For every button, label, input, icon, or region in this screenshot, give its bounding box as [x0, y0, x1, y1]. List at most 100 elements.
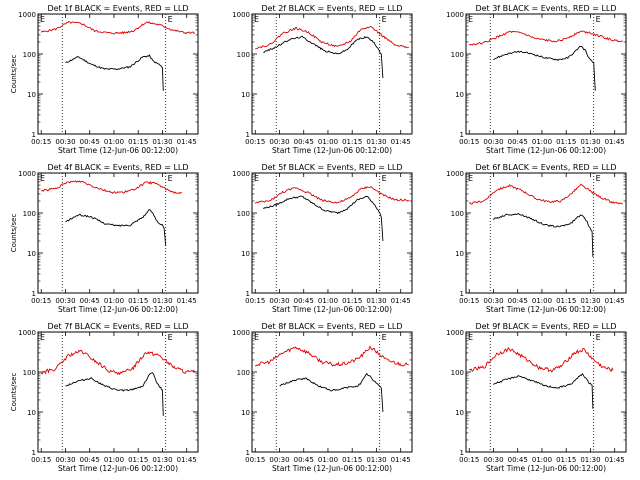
- x-tick-label: 01:00: [532, 456, 552, 464]
- y-tick-label: 10: [241, 250, 250, 258]
- detector-panel-2: Det 2f BLACK = Events, RED = LLD 1 10 100 10…: [232, 4, 413, 155]
- corner-marker-right: E: [382, 333, 387, 342]
- x-tick-label: 00:45: [294, 138, 314, 146]
- x-tick-label: 00:30: [269, 456, 289, 464]
- x-axis-label: Start Time (12-Jun-06 00:12:00): [272, 146, 392, 155]
- x-tick-label: 01:00: [104, 456, 124, 464]
- x-tick-label: 01:15: [342, 138, 362, 146]
- panel-title: Det 2f BLACK = Events, RED = LLD: [261, 4, 402, 13]
- y-tick-label: 1: [460, 131, 464, 139]
- x-axis-label: Start Time (12-Jun-06 00:12:00): [486, 464, 606, 473]
- y-tick-label: 1: [32, 131, 36, 139]
- y-tick-label: 1000: [18, 170, 36, 178]
- events-series-line: [65, 372, 164, 416]
- lld-series-line: [468, 30, 623, 46]
- x-axis-label: Start Time (12-Jun-06 00:12:00): [58, 464, 178, 473]
- x-tick-label: 00:15: [31, 456, 51, 464]
- lld-series-line: [255, 25, 410, 50]
- y-tick-label: 10: [455, 91, 464, 99]
- panel-title: Det 4f BLACK = Events, RED = LLD: [47, 163, 188, 172]
- x-tick-label: 01:00: [104, 297, 124, 305]
- y-tick-label: 1000: [232, 11, 250, 19]
- events-series-line: [493, 212, 594, 257]
- lld-series-line: [40, 349, 196, 376]
- x-tick-label: 00:15: [31, 297, 51, 305]
- y-tick-label: 10: [27, 409, 36, 417]
- x-tick-label: 01:00: [532, 138, 552, 146]
- x-tick-label: 00:45: [508, 297, 528, 305]
- y-tick-label: 100: [237, 210, 250, 218]
- plot-frame: [465, 172, 627, 294]
- x-tick-label: 00:30: [55, 297, 75, 305]
- y-tick-label: 100: [451, 51, 464, 59]
- lld-series-line: [254, 186, 410, 204]
- y-tick-label: 1000: [446, 11, 464, 19]
- corner-marker-right: E: [596, 174, 601, 183]
- lld-series-line: [254, 345, 410, 367]
- x-tick-label: 01:30: [152, 456, 172, 464]
- events-series-line: [263, 35, 384, 79]
- x-tick-label: 01:30: [580, 297, 600, 305]
- y-tick-label: 100: [451, 210, 464, 218]
- y-tick-label: 1000: [232, 170, 250, 178]
- plot-frame: [251, 13, 413, 135]
- events-series-line: [279, 372, 384, 413]
- x-tick-label: 00:15: [459, 456, 479, 464]
- y-tick-label: 1: [246, 290, 250, 298]
- x-tick-label: 01:30: [366, 297, 386, 305]
- corner-marker-left: E: [468, 174, 473, 183]
- x-tick-label: 01:15: [128, 138, 148, 146]
- corner-marker-right: E: [382, 174, 387, 183]
- x-tick-label: 00:45: [80, 456, 100, 464]
- corner-marker-left: E: [254, 333, 259, 342]
- y-tick-label: 1: [460, 290, 464, 298]
- x-axis-label: Start Time (12-Jun-06 00:12:00): [58, 305, 178, 314]
- events-series-line: [65, 209, 167, 247]
- plot-frame: [465, 331, 627, 453]
- panel-title: Det 5f BLACK = Events, RED = LLD: [261, 163, 402, 172]
- x-tick-label: 01:45: [177, 297, 197, 305]
- panel-title: Det 7f BLACK = Events, RED = LLD: [47, 322, 188, 331]
- x-tick-label: 01:00: [532, 297, 552, 305]
- corner-marker-left: E: [468, 15, 473, 24]
- x-axis-label: Start Time (12-Jun-06 00:12:00): [486, 305, 606, 314]
- x-tick-label: 01:15: [556, 456, 576, 464]
- y-tick-label: 1000: [446, 170, 464, 178]
- corner-marker-right: E: [168, 333, 173, 342]
- y-tick-label: 10: [455, 250, 464, 258]
- x-tick-label: 00:15: [245, 456, 265, 464]
- corner-marker-right: E: [168, 15, 173, 24]
- x-tick-label: 01:30: [366, 138, 386, 146]
- x-axis-label: Start Time (12-Jun-06 00:12:00): [272, 305, 392, 314]
- corner-marker-left: E: [254, 174, 259, 183]
- x-tick-label: 00:30: [483, 456, 503, 464]
- x-tick-label: 01:45: [605, 456, 625, 464]
- y-tick-label: 1: [32, 290, 36, 298]
- lld-series-line: [40, 20, 196, 35]
- y-tick-label: 1000: [18, 329, 36, 337]
- events-series-line: [493, 372, 594, 409]
- x-tick-label: 01:30: [580, 138, 600, 146]
- events-series-line: [262, 195, 384, 242]
- x-tick-label: 00:15: [245, 138, 265, 146]
- x-tick-label: 00:15: [459, 297, 479, 305]
- x-tick-label: 01:45: [177, 138, 197, 146]
- x-tick-label: 01:15: [342, 456, 362, 464]
- y-axis-label: Counts/sec: [10, 55, 18, 94]
- events-series-line: [65, 54, 164, 91]
- panel-title: Det 9f BLACK = Events, RED = LLD: [475, 322, 616, 331]
- detector-panel-1: Det 1f BLACK = Events, RED = LLD 1 10 100 10…: [10, 4, 199, 155]
- x-tick-label: 00:30: [483, 297, 503, 305]
- plot-frame: [37, 172, 199, 294]
- y-tick-label: 100: [451, 369, 464, 377]
- x-tick-label: 00:30: [269, 138, 289, 146]
- x-tick-label: 00:15: [245, 297, 265, 305]
- x-tick-label: 01:00: [318, 138, 338, 146]
- x-tick-label: 01:15: [128, 297, 148, 305]
- x-tick-label: 01:30: [580, 456, 600, 464]
- x-tick-label: 00:45: [80, 138, 100, 146]
- events-series-line: [493, 45, 596, 91]
- x-tick-label: 01:15: [556, 138, 576, 146]
- x-tick-label: 00:45: [294, 456, 314, 464]
- corner-marker-right: E: [382, 15, 387, 24]
